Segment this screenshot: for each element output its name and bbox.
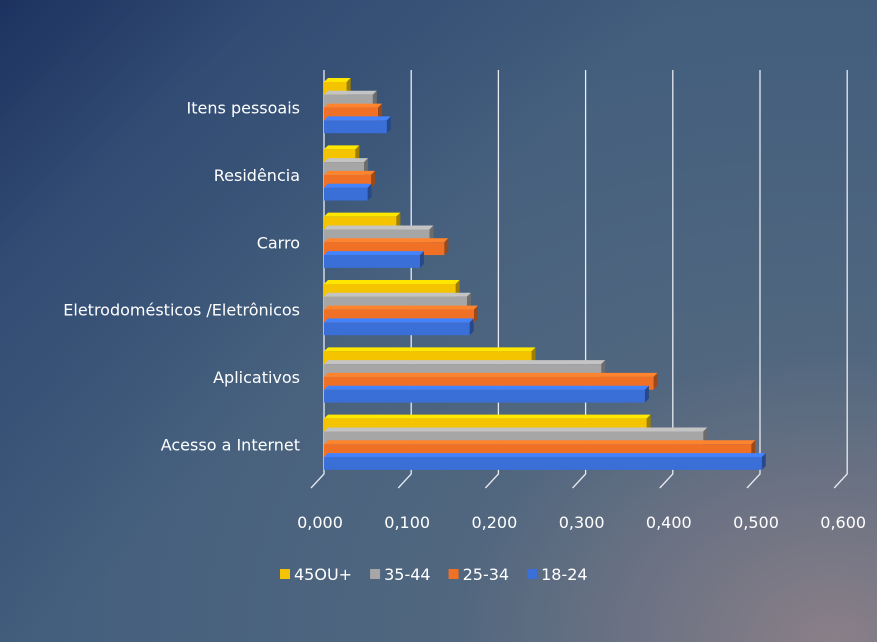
bar-end bbox=[703, 427, 708, 445]
legend-item: 35-44 bbox=[370, 565, 431, 584]
legend-item: 25-34 bbox=[448, 565, 510, 584]
bar-end bbox=[469, 318, 474, 336]
legend-label: 45OU+ bbox=[294, 565, 352, 584]
bar-top bbox=[324, 90, 377, 95]
bar-end bbox=[601, 360, 606, 377]
bar-top bbox=[324, 116, 391, 121]
bar bbox=[324, 385, 649, 403]
gridline bbox=[572, 70, 587, 489]
bar-end bbox=[346, 78, 351, 95]
x-tick-label: 0,200 bbox=[471, 513, 517, 532]
x-tick-label: 0,500 bbox=[733, 513, 779, 532]
bar-top bbox=[324, 280, 460, 284]
bar-end bbox=[419, 251, 424, 268]
legend-item: 18-24 bbox=[527, 565, 588, 584]
bar-top bbox=[324, 170, 376, 175]
category-label: Residência bbox=[214, 166, 300, 185]
bar-end bbox=[355, 145, 360, 163]
legend-label: 35-44 bbox=[384, 565, 431, 584]
bar-top bbox=[324, 238, 449, 243]
bar-top bbox=[324, 225, 434, 230]
bar-end bbox=[396, 212, 401, 230]
x-tick-label: 0,300 bbox=[559, 513, 605, 532]
bar-top bbox=[324, 305, 478, 310]
bar-top bbox=[324, 183, 372, 188]
bar-top bbox=[324, 292, 472, 297]
bar-top bbox=[324, 372, 658, 377]
bar-end bbox=[372, 90, 377, 108]
bar-end bbox=[367, 183, 372, 201]
gridline bbox=[484, 70, 500, 489]
bar bbox=[324, 318, 474, 336]
bar-end bbox=[455, 280, 460, 297]
bar-top bbox=[324, 347, 536, 352]
category-label: Itens pessoais bbox=[187, 99, 300, 118]
bar-face bbox=[324, 457, 762, 470]
legend: 45OU+ 35-44 25-34 18-24 bbox=[280, 565, 588, 584]
bar-end bbox=[467, 292, 472, 310]
legend-item: 45OU+ bbox=[280, 565, 352, 584]
bar-top bbox=[324, 385, 649, 390]
legend-label: 18-24 bbox=[541, 565, 588, 584]
gridlines bbox=[310, 70, 848, 489]
bar-top bbox=[324, 318, 474, 323]
bar-top bbox=[324, 453, 766, 458]
bar-top bbox=[324, 158, 369, 163]
bar-face bbox=[324, 120, 387, 134]
gridline bbox=[833, 70, 848, 489]
bar bbox=[324, 183, 372, 201]
legend-swatch bbox=[370, 569, 381, 579]
bar-end bbox=[371, 170, 376, 188]
gridline bbox=[397, 70, 412, 489]
bar-end bbox=[378, 103, 383, 121]
bar-top bbox=[324, 145, 360, 150]
category-label: Eletrodomésticos /Eletrônicos bbox=[63, 301, 300, 320]
legend-label: 25-34 bbox=[463, 565, 510, 584]
bar-top bbox=[324, 427, 708, 432]
bar-top bbox=[324, 103, 383, 108]
bar bbox=[324, 116, 391, 134]
bar-end bbox=[386, 116, 391, 134]
gridline bbox=[746, 70, 761, 489]
x-tick-label: 0,000 bbox=[297, 513, 343, 532]
legend-swatch bbox=[527, 569, 538, 579]
bar-end bbox=[429, 225, 434, 243]
bar bbox=[324, 453, 766, 470]
gridline bbox=[310, 70, 325, 489]
x-tick-label: 0,400 bbox=[646, 513, 692, 532]
bar-top bbox=[324, 360, 606, 365]
category-labels: Itens pessoais Residência Carro Eletrodomés… bbox=[63, 99, 300, 455]
bar-face bbox=[324, 322, 470, 336]
bar-top bbox=[324, 440, 756, 445]
legend-swatch bbox=[280, 569, 290, 579]
category-label: Carro bbox=[257, 233, 300, 252]
bar-top bbox=[324, 78, 351, 82]
bar-top bbox=[324, 251, 424, 256]
bar-end bbox=[444, 238, 449, 256]
bar-face bbox=[324, 389, 645, 403]
bar-face bbox=[324, 255, 420, 268]
category-label: Acesso a Internet bbox=[161, 435, 300, 454]
category-label: Aplicativos bbox=[213, 368, 300, 387]
bars bbox=[324, 78, 766, 470]
gridline bbox=[659, 70, 674, 489]
bar-end bbox=[364, 158, 369, 175]
bar-end bbox=[653, 372, 658, 390]
bar-top bbox=[324, 414, 651, 419]
bar-top bbox=[324, 212, 401, 217]
x-tick-label: 0,600 bbox=[820, 513, 866, 532]
bar-end bbox=[644, 385, 649, 403]
bar bbox=[324, 251, 424, 268]
bar-end bbox=[646, 414, 651, 432]
bar-end bbox=[761, 453, 766, 470]
legend-swatch bbox=[448, 569, 459, 579]
bar-end bbox=[751, 440, 756, 458]
x-tick-label: 0,100 bbox=[384, 513, 430, 532]
bar-face bbox=[324, 187, 368, 201]
x-tick-labels: 0,000 0,100 0,200 0,300 0,400 0,500 0,600 bbox=[297, 513, 866, 532]
bar-end bbox=[473, 305, 478, 323]
bar-end bbox=[531, 347, 536, 365]
